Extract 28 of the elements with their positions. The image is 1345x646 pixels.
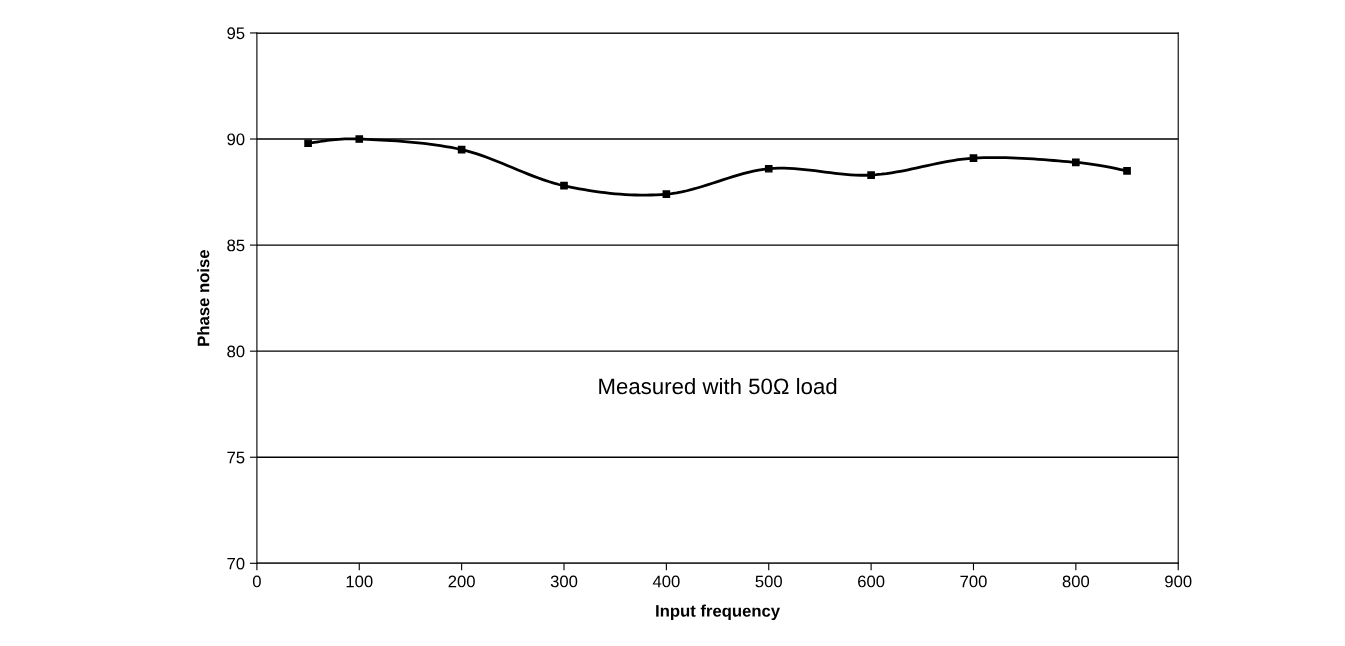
x-tick-label: 400 [652, 575, 680, 588]
point [867, 171, 875, 179]
y-axis-title: Phase noise [197, 250, 210, 346]
point [304, 139, 312, 148]
x-tick-label: 100 [346, 575, 373, 588]
x-tick-label: 900 [1165, 575, 1192, 588]
y-tick-label: 80 [227, 345, 245, 358]
point [662, 190, 671, 198]
point [969, 154, 978, 162]
point [764, 164, 773, 173]
x-tick-label: 500 [755, 575, 782, 588]
point [1123, 167, 1131, 175]
point [1072, 158, 1080, 167]
y-tick-label: 95 [227, 27, 245, 40]
y-tick-label: 85 [227, 239, 245, 252]
y-tick-label: 90 [227, 133, 245, 146]
x-tick-label: 200 [448, 575, 475, 588]
y-tick-label: 70 [227, 557, 245, 570]
x-tick-label: 600 [858, 575, 885, 588]
x-tick-label: 300 [550, 575, 578, 588]
x-tick-label: 800 [1062, 575, 1090, 588]
point [355, 135, 364, 143]
annotation: Measured with 50Ω load [599, 377, 837, 395]
x-tick-label: 0 [252, 575, 261, 588]
x-axis-title: Input frequency [656, 604, 780, 621]
y-tick-label: 75 [227, 451, 245, 464]
point [560, 181, 568, 190]
x-tick-label: 700 [960, 575, 987, 588]
